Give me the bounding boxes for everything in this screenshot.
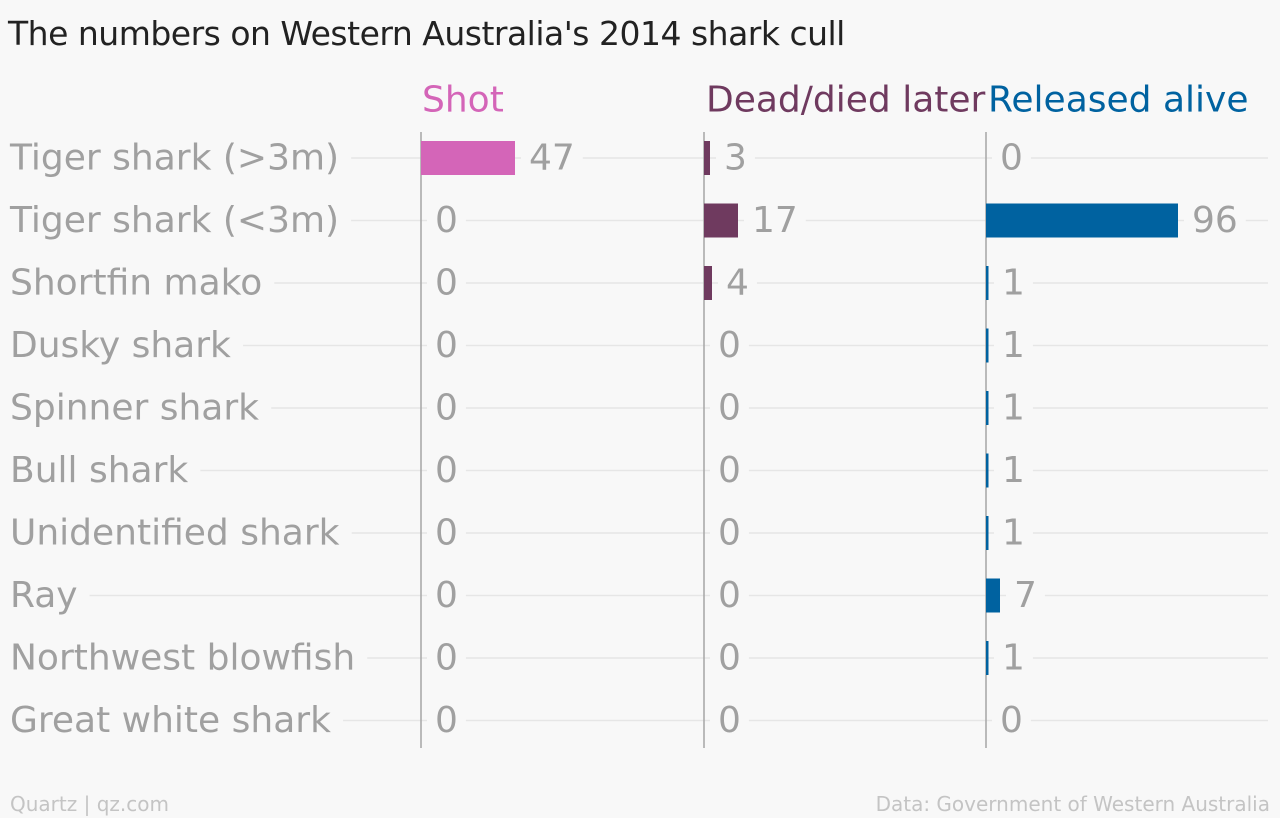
value-knockout	[427, 262, 466, 304]
value-knockout	[994, 512, 1033, 554]
value-knockout	[521, 137, 583, 179]
label-knockout	[8, 575, 90, 616]
value-knockout	[994, 325, 1033, 366]
category-label: Bull shark	[10, 450, 188, 491]
value-label: 0	[435, 450, 458, 491]
category-label: Tiger shark (>3m)	[9, 138, 339, 179]
value-knockout	[427, 575, 466, 616]
value-label: 0	[718, 513, 741, 554]
value-knockout	[710, 575, 749, 616]
value-knockout	[718, 262, 757, 304]
value-label: 0	[435, 325, 458, 366]
value-knockout	[427, 450, 466, 491]
bar	[986, 578, 1000, 613]
value-label: 1	[1002, 513, 1025, 554]
bar	[986, 641, 989, 675]
value-label: 0	[718, 638, 741, 679]
value-label: 0	[718, 700, 741, 741]
label-knockout	[7, 137, 352, 179]
label-knockout	[8, 637, 368, 679]
bar	[986, 516, 989, 550]
value-knockout	[710, 325, 749, 366]
value-label: 4	[726, 263, 749, 304]
value-label: 47	[529, 138, 575, 179]
category-label: Ray	[10, 575, 78, 616]
value-label: 0	[435, 638, 458, 679]
value-knockout	[427, 700, 466, 741]
value-knockout	[427, 387, 466, 429]
value-knockout	[427, 637, 466, 679]
category-label: Spinner shark	[10, 388, 259, 429]
value-knockout	[427, 512, 466, 554]
label-knockout	[8, 450, 201, 491]
value-knockout	[994, 637, 1033, 679]
value-knockout	[710, 450, 749, 491]
bar	[986, 203, 1178, 238]
chart-title: The numbers on Western Australia's 2014 …	[8, 14, 845, 53]
category-label: Unidentified shark	[10, 513, 340, 554]
value-label: 0	[435, 388, 458, 429]
value-label: 0	[435, 513, 458, 554]
value-label: 0	[435, 700, 458, 741]
value-knockout	[994, 262, 1033, 304]
label-knockout	[7, 200, 352, 241]
bar	[986, 266, 989, 300]
value-label: 1	[1002, 388, 1025, 429]
value-knockout	[710, 700, 749, 741]
value-knockout	[710, 512, 749, 554]
value-label: 1	[1002, 450, 1025, 491]
value-label: 0	[718, 388, 741, 429]
value-label: 0	[435, 263, 458, 304]
category-label: Great white shark	[10, 700, 331, 741]
value-knockout	[427, 200, 466, 241]
value-knockout	[994, 387, 1033, 429]
value-knockout	[710, 637, 749, 679]
value-knockout	[1006, 575, 1045, 616]
value-knockout	[994, 450, 1033, 491]
value-knockout	[710, 387, 749, 429]
value-label: 0	[435, 200, 458, 241]
value-knockout	[744, 200, 806, 241]
value-label: 1	[1002, 638, 1025, 679]
value-knockout	[427, 325, 466, 366]
value-label: 0	[718, 450, 741, 491]
category-label: Dusky shark	[10, 325, 231, 366]
value-label: 17	[752, 200, 798, 241]
value-label: 7	[1014, 575, 1037, 616]
series-header: Dead/died later	[706, 80, 986, 121]
value-knockout	[992, 700, 1031, 741]
bar	[704, 266, 712, 300]
value-knockout	[992, 137, 1031, 179]
bar	[704, 141, 710, 175]
footer-credit: Quartz | qz.com	[10, 792, 169, 816]
label-knockout	[8, 262, 275, 304]
value-label: 0	[435, 575, 458, 616]
label-knockout	[8, 700, 344, 741]
value-label: 0	[1000, 700, 1023, 741]
value-label: 0	[718, 325, 741, 366]
footer-source: Data: Government of Western Australia	[875, 792, 1270, 816]
value-knockout	[716, 137, 755, 179]
category-label: Shortfin mako	[10, 263, 262, 304]
bar	[421, 141, 515, 175]
bar	[704, 203, 738, 238]
value-label: 1	[1002, 325, 1025, 366]
label-knockout	[8, 512, 352, 554]
value-label: 0	[718, 575, 741, 616]
label-knockout	[8, 387, 272, 429]
category-label: Tiger shark (<3m)	[9, 200, 339, 241]
series-header: Shot	[422, 80, 504, 121]
label-knockout	[8, 325, 244, 366]
value-label: 1	[1002, 263, 1025, 304]
bar	[986, 391, 989, 425]
category-label: Northwest blowfish	[10, 638, 355, 679]
series-header: Released alive	[988, 80, 1248, 121]
value-label: 96	[1192, 200, 1238, 241]
bar	[986, 328, 989, 363]
value-label: 3	[724, 138, 747, 179]
bar	[986, 453, 989, 488]
value-label: 0	[1000, 138, 1023, 179]
value-knockout	[1184, 200, 1246, 241]
